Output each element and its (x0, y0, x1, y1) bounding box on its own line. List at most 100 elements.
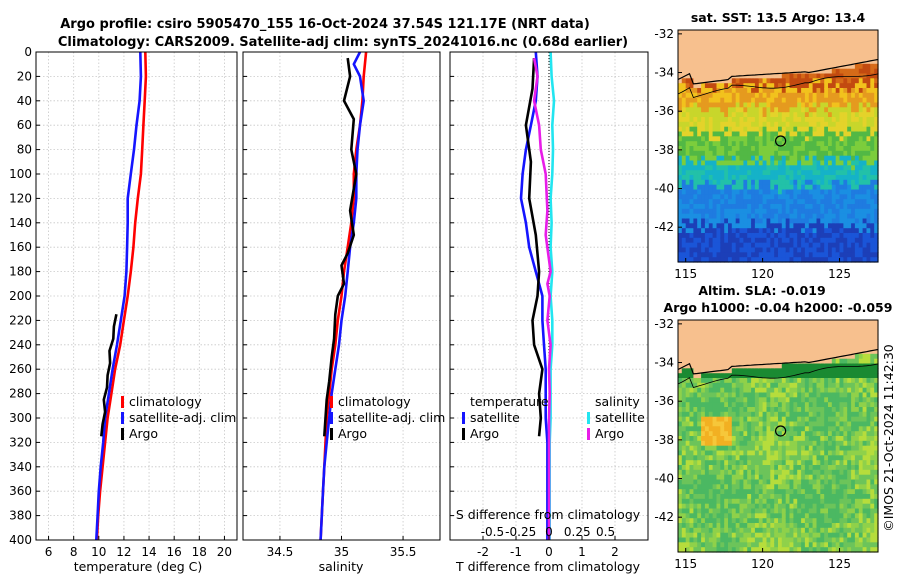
map-cell (785, 498, 791, 505)
map-cell (704, 489, 710, 495)
map-cell (854, 508, 860, 514)
map-cell (747, 73, 752, 79)
map-cell (770, 252, 775, 258)
map-cell (824, 378, 829, 384)
map-cell (804, 523, 810, 529)
map-cell (743, 30, 748, 36)
map-cell (778, 503, 783, 510)
map-cell (839, 204, 844, 210)
map-cell (801, 97, 806, 104)
map-cell (704, 445, 710, 452)
map-cell (808, 97, 814, 104)
map-cell (739, 440, 744, 447)
map-cell (854, 329, 860, 336)
map-cell (854, 223, 860, 229)
map-cell (754, 465, 760, 471)
map-cell (720, 49, 725, 55)
map-cell (766, 474, 771, 481)
map-cell (804, 39, 810, 46)
map-cell (851, 387, 856, 394)
map-cell (862, 233, 867, 239)
map-cell (789, 242, 794, 249)
map-cell (751, 165, 756, 171)
map-cell (704, 39, 710, 46)
map-cell (693, 426, 698, 432)
map-cell (751, 160, 756, 166)
map-cell (735, 213, 741, 220)
map-cell (828, 252, 833, 258)
map-cell (785, 44, 791, 50)
map-cell (797, 194, 802, 200)
map-cell (712, 445, 717, 452)
map-cell (870, 49, 875, 55)
map-cell (758, 527, 764, 534)
map-cell (847, 44, 852, 50)
map-cell (781, 358, 787, 365)
map-cell (851, 131, 856, 137)
map-cell (716, 184, 721, 191)
map-cell (847, 532, 852, 539)
map-cell (681, 204, 687, 210)
map-cell (681, 508, 687, 514)
map-cell (870, 242, 875, 249)
map-cell (797, 257, 802, 263)
map-cell (874, 88, 879, 94)
map-cell (801, 175, 806, 181)
map-cell (758, 479, 764, 485)
map-cell (762, 208, 767, 215)
map-cell (820, 329, 825, 336)
map-cell (762, 445, 767, 452)
map-cell (816, 165, 821, 171)
map-cell (824, 204, 829, 210)
map-cell (812, 474, 817, 481)
map-cell (870, 117, 875, 123)
map-cell (874, 199, 879, 205)
map-cell (816, 498, 821, 505)
map-cell (747, 199, 752, 205)
map-cell (835, 59, 841, 65)
map-cell (747, 392, 752, 398)
map-cell (858, 78, 864, 84)
map-cell (854, 527, 860, 534)
map-cell (681, 411, 687, 418)
map-cell (774, 204, 779, 210)
map-cell (708, 117, 714, 123)
map-cell (735, 324, 741, 331)
map-cell (785, 73, 791, 79)
map-cell (678, 426, 683, 432)
map-cell (828, 107, 833, 113)
map-cell (828, 126, 833, 133)
map-cell (820, 170, 825, 176)
map-cell (831, 107, 837, 113)
map-cell (843, 102, 848, 108)
map-cell (835, 436, 841, 442)
map-cell (758, 237, 764, 244)
map-cell (847, 63, 852, 70)
map-cell (866, 184, 871, 191)
map-cell (874, 78, 879, 84)
map-cell (808, 532, 814, 539)
map-cell (720, 92, 725, 99)
map-cell (735, 228, 741, 234)
map-cell (724, 54, 729, 60)
map-cell (766, 421, 771, 427)
map-cell (708, 498, 714, 505)
map-cell (766, 155, 771, 162)
map-cell (716, 131, 721, 137)
map-cell (712, 237, 717, 244)
map-cell (754, 44, 760, 50)
map-cell (835, 155, 841, 162)
map-cell (678, 387, 683, 394)
map-cell (704, 320, 710, 326)
map-cell (712, 431, 717, 437)
map-cell (678, 223, 683, 229)
map-cell (770, 518, 775, 524)
map-cell (708, 233, 714, 239)
map-cell (781, 508, 787, 514)
map-cell (724, 179, 729, 186)
map-cell (720, 141, 725, 147)
map-cell (685, 257, 691, 263)
map-cell (735, 218, 741, 224)
map-cell (766, 141, 771, 147)
map-cell (701, 387, 706, 394)
